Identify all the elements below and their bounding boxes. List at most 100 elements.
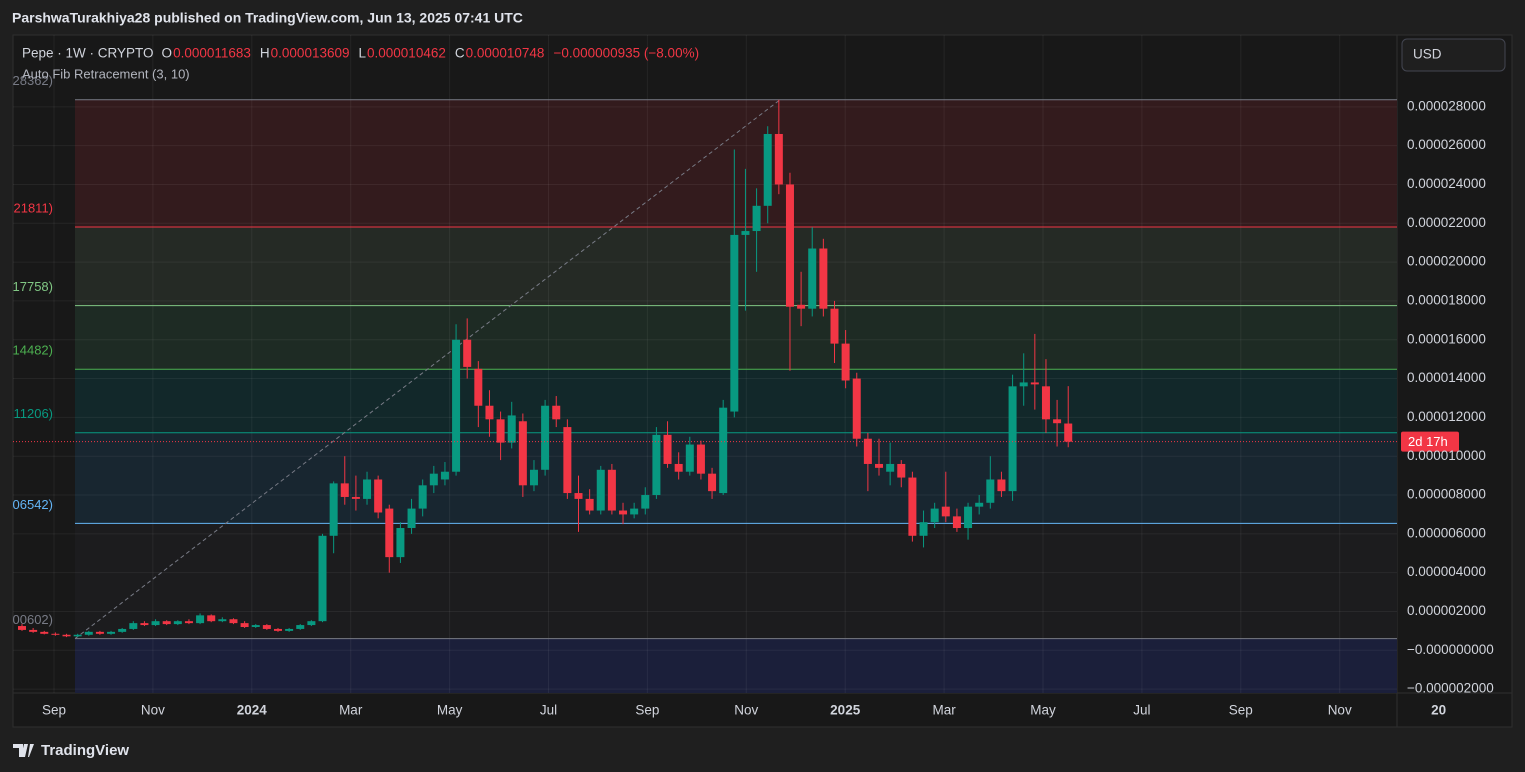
candle-body xyxy=(485,405,494,420)
candle-body xyxy=(552,405,561,420)
x-tick-label: Jul xyxy=(540,703,557,718)
candle-body xyxy=(852,378,861,439)
x-tick-label: Mar xyxy=(932,703,956,718)
candle-body xyxy=(1019,382,1028,387)
candle-body xyxy=(674,463,683,472)
candle-body xyxy=(630,508,639,515)
candle-body xyxy=(418,485,427,509)
fib-label: 11206) xyxy=(13,406,53,421)
ohlc-value: 0.000013609 xyxy=(271,46,350,61)
currency-button[interactable] xyxy=(1401,38,1506,72)
fib-label: 21811) xyxy=(13,200,53,215)
candle-body xyxy=(240,623,249,628)
candle-body xyxy=(363,479,372,499)
candle-body xyxy=(641,495,650,509)
fib-trend xyxy=(74,99,781,640)
ohlc-letter: H xyxy=(260,46,270,61)
y-tick-label: 0.000026000 xyxy=(1407,137,1486,152)
candle-body xyxy=(585,498,594,511)
candle-body xyxy=(173,621,182,625)
candle-body xyxy=(663,434,672,464)
candle-body xyxy=(752,205,761,232)
candle-body xyxy=(18,626,26,630)
y-tick-label: 0.000022000 xyxy=(1407,215,1486,230)
countdown: 2d 17h xyxy=(1408,434,1448,449)
candle-body xyxy=(596,469,605,511)
x-tick-label: Sep xyxy=(1229,703,1253,718)
candle-body xyxy=(607,469,616,511)
brand: TradingView xyxy=(13,742,129,759)
y-tick-label: −0.000000000 xyxy=(1407,642,1494,657)
candle-body xyxy=(908,477,917,536)
candle-body xyxy=(763,133,772,206)
y-tick-label: 0.000010000 xyxy=(1407,448,1486,463)
fib-label: 06542) xyxy=(13,497,53,512)
candle-body xyxy=(496,419,505,443)
y-tick-label: 0.000004000 xyxy=(1407,564,1486,579)
candle-body xyxy=(218,619,227,622)
candle-body xyxy=(40,631,49,634)
candle-body xyxy=(886,463,895,472)
candle-body xyxy=(207,615,216,622)
candle-body xyxy=(797,304,806,309)
plot-area: 28362) 21811) 17758) 14482) 11206) 06542) 0060… xyxy=(13,35,1397,693)
fib-label: 00602) xyxy=(13,612,53,627)
candle-body xyxy=(941,506,950,517)
brand-name: TradingView xyxy=(41,742,129,759)
y-tick-label: 0.000006000 xyxy=(1407,525,1486,540)
fib-zone xyxy=(75,432,1397,524)
y-tick-label: 0.000016000 xyxy=(1407,331,1486,346)
candle-body xyxy=(1030,382,1039,385)
candle-body xyxy=(986,479,995,503)
y-tick-label: −0.000002000 xyxy=(1407,681,1494,696)
countdown-box xyxy=(1401,431,1459,452)
candle-body xyxy=(685,444,694,472)
candle-body xyxy=(529,469,538,486)
candle-body xyxy=(162,621,171,625)
y-tick-label: 0.000008000 xyxy=(1407,487,1486,502)
currency[interactable]: USD xyxy=(1413,47,1442,62)
candle-body xyxy=(429,473,438,486)
fib-zone xyxy=(75,638,1397,693)
x-tick-label: 2025 xyxy=(830,703,861,718)
fib-label: 28362) xyxy=(13,73,53,88)
candle-body xyxy=(318,535,327,622)
ohlc-value: 0.000010748 xyxy=(466,46,545,61)
candle-body xyxy=(196,615,205,624)
candle-body xyxy=(997,479,1006,492)
candle-body xyxy=(863,438,872,464)
candle-body xyxy=(785,184,794,307)
candle-body xyxy=(507,415,516,443)
y-tick-label: 0.000018000 xyxy=(1407,292,1486,307)
candle-body xyxy=(463,339,472,367)
ohlc-value: 0.000010462 xyxy=(367,46,446,61)
candle-body xyxy=(1041,386,1050,420)
candle-body xyxy=(696,444,705,474)
candle-body xyxy=(541,405,550,470)
candle-body xyxy=(184,621,193,624)
candle-body xyxy=(452,339,461,472)
fib-label: 14482) xyxy=(13,343,53,358)
x-tick-label: Nov xyxy=(734,703,758,718)
ohlc-value: 0.000011683 xyxy=(173,46,251,61)
candle-body xyxy=(897,463,906,478)
candle-body xyxy=(340,483,349,497)
candle-body xyxy=(808,248,817,309)
candle-body xyxy=(518,421,527,486)
candle-body xyxy=(273,628,282,631)
axes: 2d 17h 0.000028000 0.000026000 0.000024000 0… xyxy=(42,98,1494,717)
brand-logo xyxy=(13,744,34,757)
candle-body xyxy=(285,628,294,631)
candle-body xyxy=(474,368,483,406)
fib-label: 17758) xyxy=(13,279,53,294)
candle-body xyxy=(708,473,717,492)
candle-body xyxy=(296,625,305,629)
candle-body xyxy=(84,631,93,635)
candle-body xyxy=(29,629,38,632)
candle-body xyxy=(1053,419,1062,424)
candle-body xyxy=(251,625,260,628)
candle-body xyxy=(118,628,127,632)
candle-body xyxy=(741,231,750,235)
candle-body xyxy=(407,508,416,529)
